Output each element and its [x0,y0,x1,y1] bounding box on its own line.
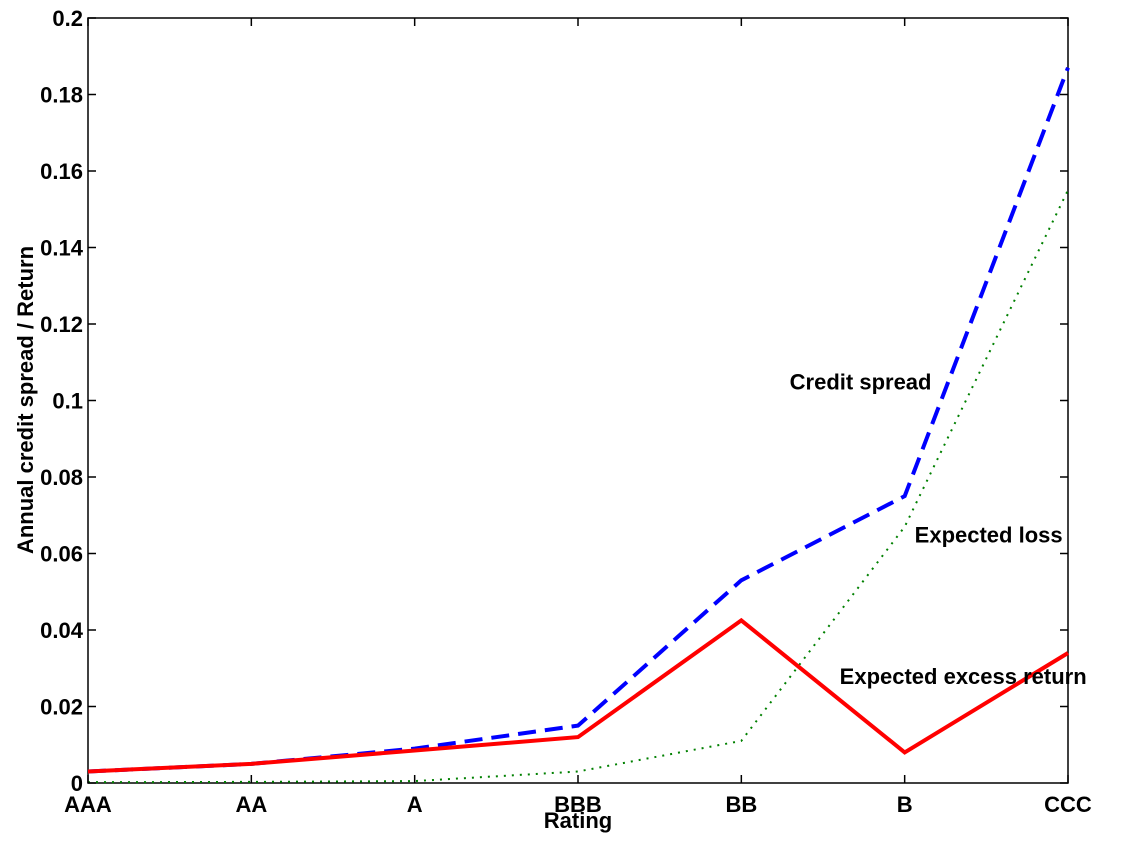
annotation-label: Credit spread [790,369,932,394]
y-tick-label: 0.08 [40,465,83,490]
y-tick-label: 0.18 [40,83,83,108]
y-tick-label: 0.12 [40,312,83,337]
ticks-layer: 0 0.02 0.04 0.06 0.08 0.1 0.12 0.14 0.16 0.18 0.2 A… [40,6,1092,817]
x-axis-label: Rating [544,808,612,833]
y-tick-label: 0.04 [40,618,84,643]
x-tick-label: BB [725,792,757,817]
y-tick-label: 0.1 [52,389,83,414]
annotation-label: Expected loss [915,522,1063,547]
x-tick-label: A [407,792,423,817]
x-tick-label: AA [235,792,267,817]
y-tick-label: 0.16 [40,159,83,184]
y-axis-label: Annual credit spread / Return [13,246,38,554]
x-tick-label: B [897,792,913,817]
y-tick-label: 0 [71,771,83,796]
annotation-label: Expected excess return [840,664,1087,689]
y-tick-label: 0.14 [40,236,84,261]
expected-excess-return-line [87,617,1070,774]
x-tick-label: BBB [554,792,602,817]
y-tick-label: 0.02 [40,695,83,720]
annotations-layer: Credit spread Expected loss Expected exces… [790,369,1087,689]
x-tick-label: AAA [64,792,112,817]
y-tick-label: 0.2 [52,6,83,31]
series-layer [87,66,1070,784]
x-tick-label: CCC [1044,792,1092,817]
plot-area [87,17,1069,784]
y-tick-label: 0.06 [40,542,83,567]
